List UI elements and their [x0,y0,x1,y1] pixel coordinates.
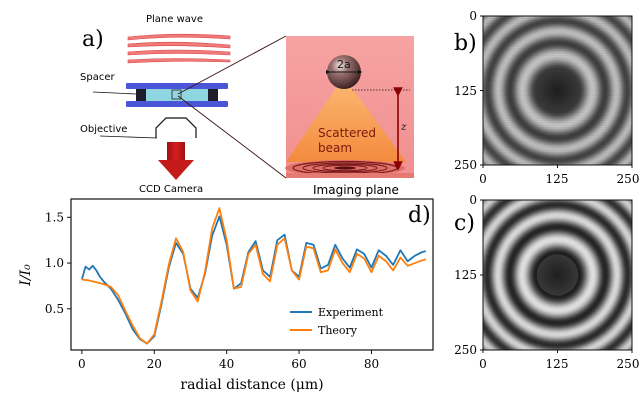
z-label: z [400,122,407,133]
hologram-b-ytick-0: 0 [469,9,477,23]
chart-series [80,207,426,345]
hologram-b-ytick-1: 125 [454,84,477,98]
zoom-line-top [177,35,287,95]
ccd-arrow [158,142,194,180]
scattered-beam-label-2: beam [318,141,352,155]
legend-label-theory: Theory [318,324,358,337]
series-line-experiment [80,215,426,345]
hologram-c-ytick-1: 125 [454,268,477,282]
scattered-beam-label-1: Scattered [318,126,376,140]
legend-label-experiment: Experiment [318,306,384,319]
objective-pointer [99,135,158,139]
chart-frame [70,198,434,351]
hologram-b-ytick-2: 250 [454,158,477,172]
chart-xtick-label: 20 [147,357,162,371]
chart-xtick-label: 40 [219,357,234,371]
schematic-panel: a) Plane wave Spacer Objective [80,14,414,197]
hologram-c-xtick-2: 250 [617,357,640,371]
hologram-c-y-ticks: 0 125 250 [454,193,483,357]
objective-label: Objective [80,124,127,135]
hologram-c-xtick-1: 125 [546,357,569,371]
chart-xtick-label: 0 [78,357,86,371]
particle-diameter-label: 2a [337,58,351,71]
imaging-plane-label: Imaging plane [313,183,399,197]
chart-ytick-label: 1.5 [45,210,64,224]
chart-legend: Experiment Theory [290,306,384,337]
hologram-rings-b [483,16,632,165]
hologram-c-ytick-0: 0 [469,193,477,207]
chart-ytick-label: 1.0 [45,256,64,270]
ccd-camera-label: CCD Camera [139,184,203,195]
hologram-b-xtick-0: 0 [479,172,487,186]
zoom-box: 2a z Scattered beam [285,36,414,178]
hologram-c-x-ticks: 0 125 250 [479,350,639,371]
hologram-b-y-ticks: 0 125 250 [454,9,483,172]
objective-lens [155,117,197,138]
scattered-beam-cone [286,88,406,162]
hologram-b-xtick-2: 250 [617,172,640,186]
chart-ytick-label: 0.5 [45,302,64,316]
zoom-line-bottom [177,95,287,179]
hologram-b-xtick-1: 125 [546,172,569,186]
intensity-profile-chart: d) 0 20 40 60 80 0.5 1.0 1.5 radial distance (μ… [18,198,434,393]
hologram-b-x-ticks: 0 125 250 [479,165,639,186]
chart-x-axis-label: radial distance (μm) [180,377,323,393]
hologram-panel-b: b) 0 125 250 0 125 250 [454,9,639,186]
panel-label-c: c) [454,211,475,236]
chart-y-axis-label: I/I₀ [18,264,34,287]
spacer-pointer [92,91,137,95]
chart-ticks: 0 20 40 60 80 0.5 1.0 1.5 [45,210,379,371]
hologram-c-xtick-0: 0 [479,357,487,371]
hologram-panel-c: c) 0 125 250 0 125 250 [454,193,639,371]
chart-xtick-label: 60 [291,357,306,371]
panel-label-a: a) [82,27,104,52]
hologram-rings-c [482,200,633,350]
hologram-c-ytick-2: 250 [454,343,477,357]
panel-label-b: b) [454,31,477,56]
series-line-theory [81,207,426,345]
spacer-label: Spacer [80,72,115,83]
sample-cell [126,83,228,107]
plane-wave-label: Plane wave [146,14,203,25]
plane-wave-sheets [127,33,231,64]
chart-xtick-label: 80 [364,357,379,371]
panel-label-d: d) [408,203,431,228]
